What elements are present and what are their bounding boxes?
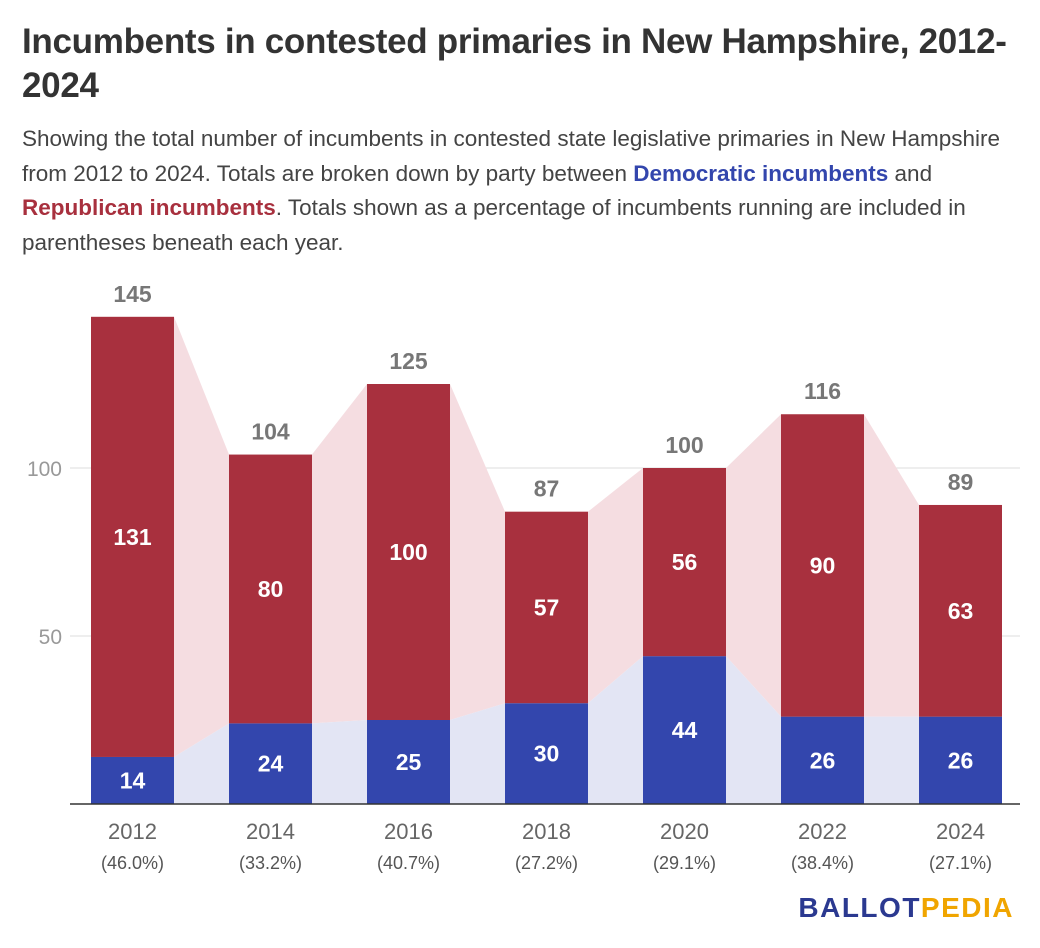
bar-republican-2014 (229, 454, 312, 724)
x-tick-sublabel-2012: (46.0%) (101, 853, 164, 873)
x-tick-sublabel-2022: (38.4%) (791, 853, 854, 873)
bar-republican-2016 (367, 384, 450, 720)
bar-democratic-2014 (229, 723, 312, 804)
bar-democratic-2024 (919, 716, 1002, 804)
data-label-republican-2018: 57 (534, 594, 560, 620)
democratic-band-2016-2018 (450, 703, 505, 804)
bar-democratic-2022 (781, 716, 864, 804)
description-text-2: and (888, 160, 933, 186)
data-label-democratic-2020: 44 (672, 717, 698, 743)
bar-republican-2020 (643, 468, 726, 657)
republican-band-2020-2022 (726, 414, 781, 717)
bar-republican-2024 (919, 504, 1002, 717)
y-tick-label-100: 100 (27, 458, 62, 481)
legend-republican: Republican incumbents (22, 195, 276, 220)
democratic-band-2012-2014 (174, 723, 229, 804)
data-label-democratic-2016: 25 (396, 749, 422, 775)
republican-band-2012-2014 (174, 316, 229, 757)
total-label-2018: 87 (534, 476, 560, 502)
x-tick-sublabel-2018: (27.2%) (515, 853, 578, 873)
x-tick-label-2014: 2014 (246, 819, 295, 844)
logo-text-ballot: BALLOT (798, 892, 921, 923)
chart-description: Showing the total number of incumbents i… (22, 122, 1012, 260)
total-label-2020: 100 (665, 432, 703, 458)
data-label-republican-2024: 63 (948, 598, 974, 624)
bar-democratic-2020 (643, 656, 726, 804)
y-tick-label-50: 50 (39, 626, 62, 649)
data-label-republican-2014: 80 (258, 576, 284, 602)
x-tick-label-2018: 2018 (522, 819, 571, 844)
bar-democratic-2018 (505, 703, 588, 804)
stacked-bar-chart: 50 100 14 131 145 2012 (46.0%) 24 80 104 2014 (33.2… (27, 281, 1020, 873)
total-label-2016: 125 (389, 348, 428, 374)
bar-republican-2018 (505, 511, 588, 704)
x-tick-sublabel-2014: (33.2%) (239, 853, 302, 873)
logo-text-pedia: PEDIA (920, 892, 1014, 923)
republican-band-2014-2016 (312, 384, 367, 724)
data-label-republican-2016: 100 (389, 539, 427, 565)
democratic-band-2014-2016 (312, 720, 367, 804)
republican-band-2018-2020 (588, 468, 643, 704)
data-label-republican-2022: 90 (810, 552, 836, 578)
democratic-band-2022-2024 (864, 716, 919, 804)
description-text-3: . Totals shown as a percentage of incumb… (22, 195, 966, 255)
x-tick-label-2020: 2020 (660, 819, 709, 844)
bar-democratic-2016 (367, 720, 450, 804)
total-label-2012: 145 (113, 281, 152, 307)
total-label-2024: 89 (948, 469, 974, 495)
x-tick-sublabel-2020: (29.1%) (653, 853, 716, 873)
bar-republican-2012 (91, 316, 174, 757)
data-label-democratic-2014: 24 (258, 751, 284, 777)
x-tick-sublabel-2024: (27.1%) (929, 853, 992, 873)
total-label-2022: 116 (804, 378, 841, 404)
democratic-band-2020-2022 (726, 656, 781, 804)
republican-band-2016-2018 (450, 384, 505, 720)
x-tick-label-2012: 2012 (108, 819, 157, 844)
bar-republican-2022 (781, 414, 864, 717)
legend-democratic: Democratic incumbents (633, 160, 889, 186)
x-tick-label-2024: 2024 (936, 819, 985, 844)
data-label-republican-2012: 131 (113, 524, 152, 550)
data-label-democratic-2022: 26 (810, 747, 836, 773)
democratic-band-2018-2020 (588, 656, 643, 804)
data-label-democratic-2018: 30 (534, 741, 560, 767)
x-tick-sublabel-2016: (40.7%) (377, 853, 440, 873)
total-label-2014: 104 (251, 419, 290, 445)
republican-band-2022-2024 (864, 414, 919, 717)
chart-title: Incumbents in contested primaries in New… (22, 22, 1007, 105)
x-tick-label-2016: 2016 (384, 819, 433, 844)
bar-democratic-2012 (91, 756, 174, 804)
x-tick-label-2022: 2022 (798, 819, 847, 844)
data-label-republican-2020: 56 (672, 549, 698, 575)
data-label-democratic-2024: 26 (948, 747, 974, 773)
data-label-democratic-2012: 14 (120, 767, 146, 793)
ballotpedia-logo: BALLOTPEDIA (798, 892, 1014, 924)
description-text-1: Showing the total number of incumbents i… (22, 126, 1000, 186)
